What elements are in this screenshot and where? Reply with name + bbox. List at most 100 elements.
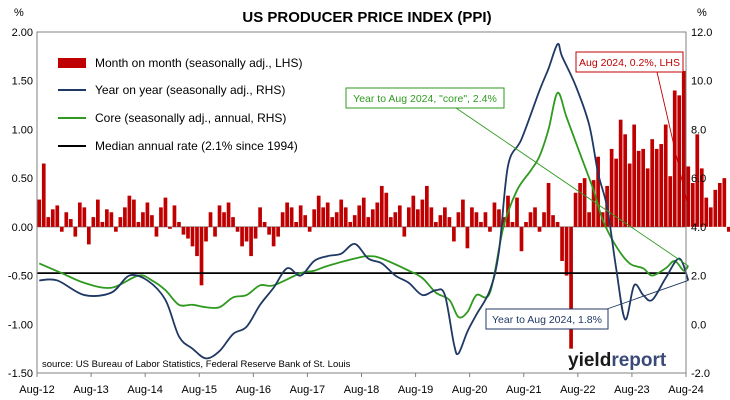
legend-label-0: Month on month (seasonally adj., LHS) bbox=[95, 56, 302, 70]
mom-bar-65 bbox=[330, 217, 335, 227]
svg-text:yieldreport: yieldreport bbox=[568, 350, 667, 371]
mom-bar-115 bbox=[555, 221, 560, 227]
mom-bar-67 bbox=[339, 199, 344, 227]
chart-title: US PRODUCER PRICE INDEX (PPI) bbox=[242, 9, 491, 26]
mom-bar-98 bbox=[479, 221, 483, 227]
mom-bar-135 bbox=[645, 168, 650, 227]
mom-bar-143 bbox=[681, 70, 686, 227]
mom-bar-151 bbox=[717, 183, 722, 227]
mom-bar-121 bbox=[582, 178, 587, 227]
mom-bar-91 bbox=[447, 217, 452, 227]
mom-bar-49 bbox=[258, 207, 262, 227]
mom-bar-30 bbox=[172, 205, 177, 227]
legend-label-3: Median annual rate (2.1% since 1994) bbox=[95, 139, 298, 153]
mom-bar-88 bbox=[434, 221, 438, 227]
mom-bar-40 bbox=[217, 205, 222, 227]
x-tick-label-2: Aug-14 bbox=[127, 384, 162, 396]
mom-bar-118 bbox=[569, 226, 573, 349]
mom-bar-84 bbox=[415, 209, 420, 227]
mom-bar-116 bbox=[560, 226, 564, 261]
mom-bar-131 bbox=[627, 163, 632, 227]
annotation-box-0 bbox=[575, 51, 684, 73]
mom-bar-58 bbox=[298, 205, 303, 227]
mom-bar-78 bbox=[388, 217, 393, 227]
mom-bar-13 bbox=[96, 199, 100, 227]
x-tick-label-10: Aug-22 bbox=[560, 384, 595, 396]
mom-bar-46 bbox=[244, 226, 249, 242]
mom-bar-130 bbox=[623, 134, 628, 227]
mom-bar-100 bbox=[488, 226, 492, 232]
mom-bar-31 bbox=[177, 221, 181, 227]
mom-bar-28 bbox=[163, 197, 168, 227]
annotation-box-1 bbox=[345, 87, 505, 109]
source-note: source: US Bureau of Labor Statistics, F… bbox=[42, 359, 351, 370]
mom-bar-32 bbox=[181, 226, 186, 235]
mom-bar-147 bbox=[699, 168, 704, 227]
mom-bar-45 bbox=[240, 226, 244, 247]
mom-bar-141 bbox=[672, 90, 677, 227]
mom-bar-2 bbox=[46, 217, 51, 227]
mom-bar-54 bbox=[280, 212, 285, 227]
mom-bar-22 bbox=[136, 221, 141, 227]
mom-bar-26 bbox=[154, 226, 159, 237]
mom-bar-56 bbox=[289, 207, 294, 227]
mom-bar-47 bbox=[249, 226, 253, 257]
mom-bar-69 bbox=[348, 221, 353, 227]
legend-label-2: Core (seasonally adj., annual, RHS) bbox=[95, 111, 286, 125]
left-tick-label-0: 2.00 bbox=[12, 27, 33, 39]
left-tick-label-5: -0.50 bbox=[8, 271, 33, 283]
mom-bar-7 bbox=[68, 219, 73, 227]
brand-part-2: report bbox=[611, 350, 667, 371]
mom-bar-17 bbox=[114, 226, 118, 232]
mom-bar-21 bbox=[132, 199, 136, 227]
mom-bar-36 bbox=[199, 226, 204, 286]
mom-bar-111 bbox=[537, 226, 542, 232]
legend: Month on month (seasonally adj., LHS) Yea… bbox=[58, 56, 302, 153]
right-axis-unit: % bbox=[697, 7, 707, 19]
mom-bar-102 bbox=[497, 209, 501, 227]
mom-bar-114 bbox=[551, 215, 555, 227]
mom-bar-80 bbox=[397, 205, 402, 227]
annotation-leader-2 bbox=[606, 280, 689, 310]
mom-bar-8 bbox=[73, 226, 78, 237]
x-tick-label-5: Aug-17 bbox=[290, 384, 325, 396]
annotation-leader-1 bbox=[455, 107, 689, 267]
mom-bar-124 bbox=[596, 156, 600, 227]
mom-bar-55 bbox=[285, 202, 289, 227]
mom-bar-52 bbox=[271, 226, 276, 247]
mom-bar-82 bbox=[406, 207, 411, 227]
mom-bar-63 bbox=[321, 207, 326, 227]
right-tick-label-4: 4.0 bbox=[691, 222, 706, 234]
mom-bar-59 bbox=[303, 215, 308, 227]
mom-bar-122 bbox=[587, 212, 591, 227]
x-tick-label-6: Aug-18 bbox=[344, 384, 379, 396]
mom-bar-110 bbox=[533, 207, 537, 227]
left-tick-label-6: -1.00 bbox=[8, 319, 33, 331]
x-tick-label-11: Aug-23 bbox=[614, 384, 649, 396]
right-tick-label-0: 12.0 bbox=[691, 27, 712, 39]
mom-bar-4 bbox=[55, 205, 60, 227]
mom-bar-57 bbox=[294, 221, 298, 227]
mom-bar-101 bbox=[492, 202, 497, 227]
core-line bbox=[38, 91, 689, 319]
mom-bar-76 bbox=[379, 185, 384, 227]
mom-bar-89 bbox=[438, 215, 443, 227]
mom-bar-150 bbox=[713, 189, 718, 227]
mom-bar-72 bbox=[361, 197, 366, 227]
mom-bar-79 bbox=[393, 212, 398, 227]
plot-area bbox=[37, 42, 730, 360]
mom-bar-112 bbox=[542, 212, 546, 227]
mom-bar-119 bbox=[573, 192, 578, 227]
mom-bar-136 bbox=[650, 139, 655, 227]
mom-bar-39 bbox=[213, 226, 217, 237]
mom-bar-64 bbox=[325, 202, 330, 227]
right-tick-label-6: 0.0 bbox=[691, 319, 706, 331]
x-tick-label-9: Aug-21 bbox=[506, 384, 541, 396]
mom-bar-109 bbox=[528, 212, 533, 227]
mom-bar-87 bbox=[429, 207, 434, 227]
annotation-box-2 bbox=[485, 308, 609, 330]
mom-bar-146 bbox=[695, 134, 700, 227]
mom-bar-120 bbox=[578, 183, 582, 227]
mom-bar-97 bbox=[474, 212, 479, 227]
